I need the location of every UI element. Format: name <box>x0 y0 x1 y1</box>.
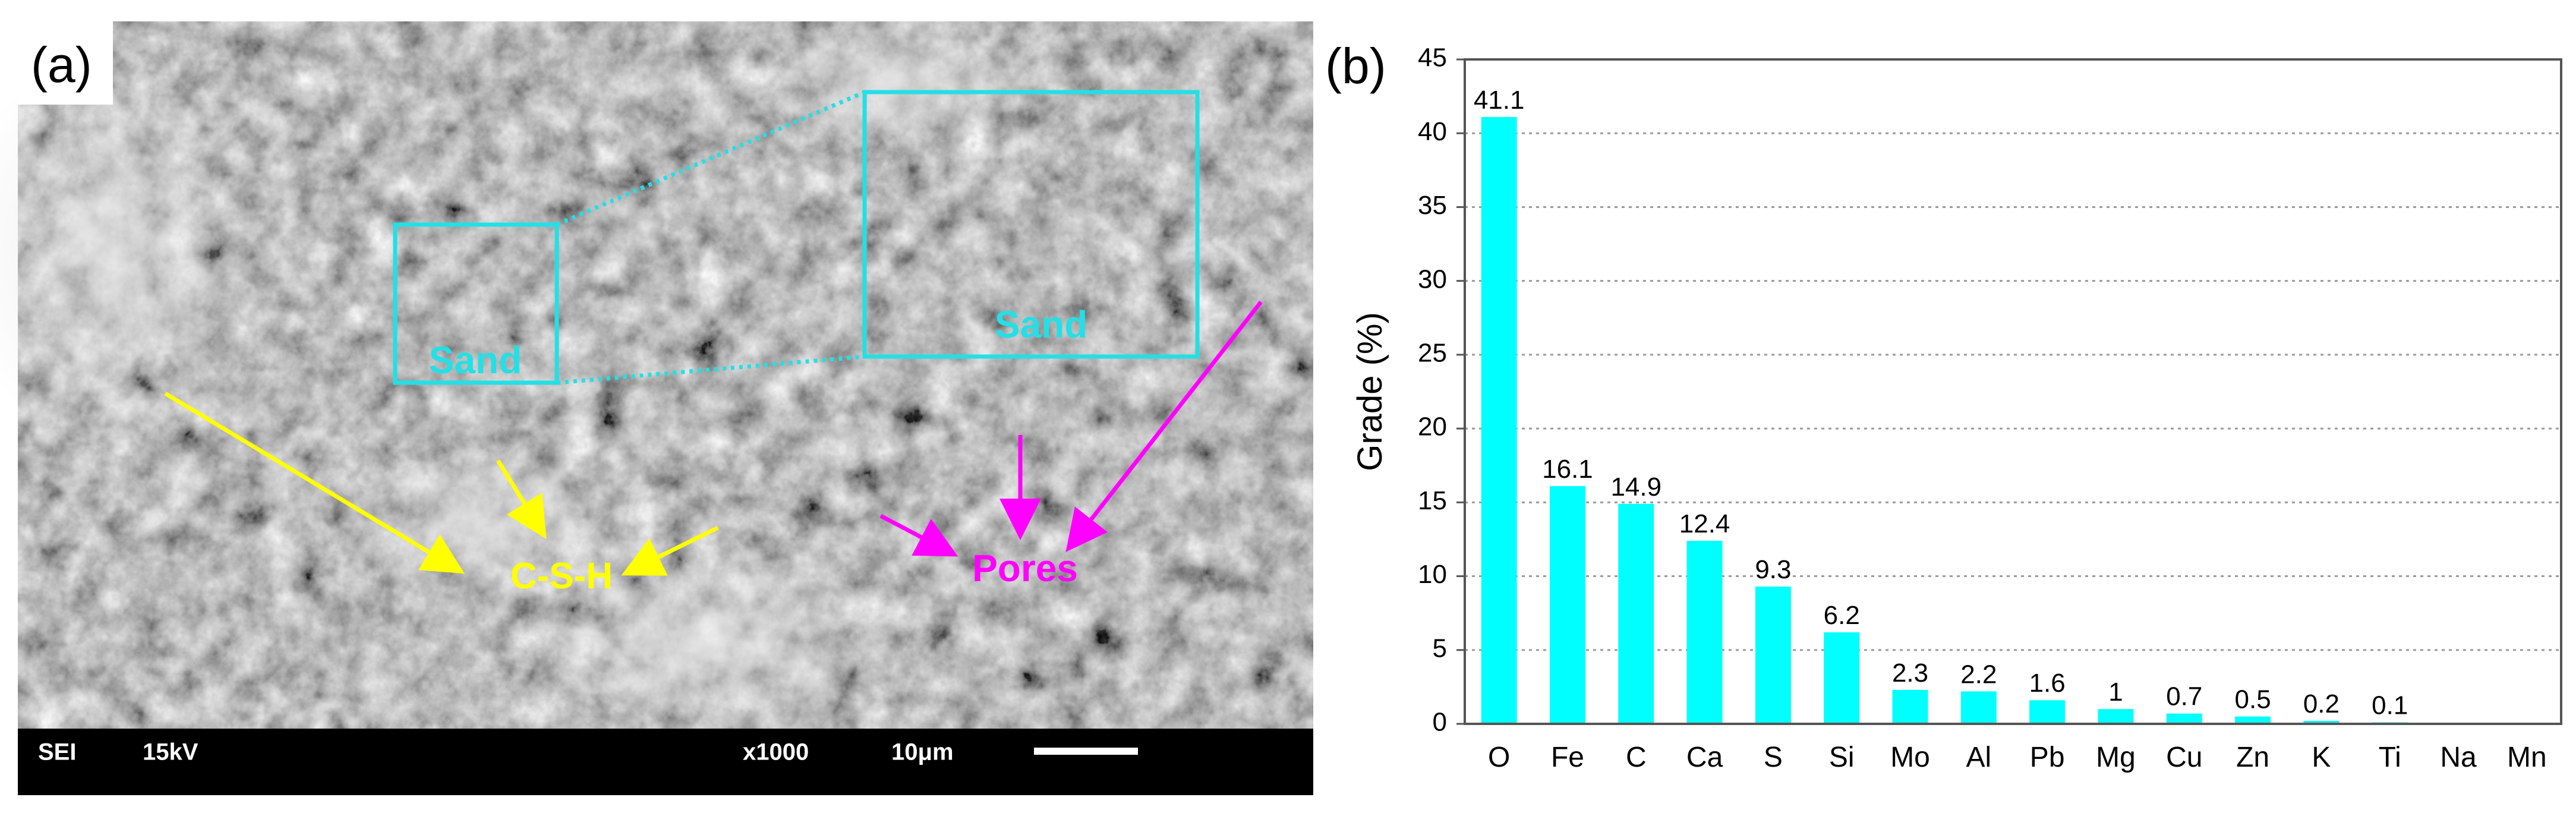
x-tick-label: Mo <box>1890 742 1930 773</box>
x-tick-label: Al <box>1966 742 1992 773</box>
bar-Mo <box>1892 689 1928 724</box>
data-label-Mg: 1 <box>2108 678 2123 707</box>
sem-detector: SEI <box>38 739 76 765</box>
csh-arrow-top <box>496 459 547 539</box>
data-label-C: 14.9 <box>1610 472 1661 502</box>
x-tick-label: Si <box>1829 742 1855 773</box>
x-tick-label: Ti <box>2379 742 2401 773</box>
y-tick-label: 15 <box>1418 486 1447 515</box>
data-label-Zn: 0.5 <box>2235 685 2271 714</box>
y-tick-label: 20 <box>1418 412 1447 442</box>
chart-panel: (b) 41.1 16.1 14.9 12.4 9.3 6.2 2.3 2.2 1.6 1 0.7 0… <box>1325 0 2576 810</box>
zoom-connector-bottom <box>556 354 865 385</box>
data-label-Ca: 12.4 <box>1679 509 1730 538</box>
bar-chart: (b) 41.116.114.912.49.36.22.3 2.2 1.6 1 0.7 0… <box>1325 38 2562 773</box>
panel-b-label: (b) <box>1325 38 1386 94</box>
bar-K <box>2303 721 2339 724</box>
sand-label-large: Sand <box>995 303 1087 346</box>
sem-info-bar <box>18 729 1313 795</box>
x-tick-label: K <box>2312 742 2331 773</box>
sand-box-large <box>862 90 1200 359</box>
grid-layer <box>1465 132 2561 651</box>
bar-Ca <box>1686 540 1723 724</box>
csh-label: C-S-H <box>510 556 613 597</box>
data-label-Ti: 0.1 <box>2372 691 2408 720</box>
x-tick-label: O <box>1488 742 1510 773</box>
y-tick-label: 35 <box>1418 191 1447 220</box>
pores-arrow-left <box>879 513 958 557</box>
bar-Zn <box>2235 716 2271 724</box>
bar-C <box>1618 503 1654 724</box>
data-label-Mo: 2.3 <box>1892 658 1928 688</box>
sem-magnification: x1000 <box>743 739 809 765</box>
data-labels-layer: 41.1 16.1 14.9 12.4 9.3 6.2 2.3 2.2 1.6 1 0.7 0.5 0.… <box>1474 86 2408 720</box>
panel-a-label: (a) <box>31 37 92 93</box>
y-tick-label: 5 <box>1433 634 1447 663</box>
bar-Al <box>1960 691 1997 724</box>
y-tick-label: 40 <box>1418 117 1447 146</box>
x-tick-label: Na <box>2440 742 2477 773</box>
x-tick-label: C <box>1626 742 1647 773</box>
bar-O <box>1481 116 1517 724</box>
csh-arrow-right <box>621 525 719 576</box>
y-tick-label: 45 <box>1418 43 1447 73</box>
x-tick-label: Mg <box>2096 742 2136 773</box>
data-label-S: 9.3 <box>1755 555 1791 584</box>
x-tick-label: Fe <box>1551 742 1584 773</box>
csh-arrow-left <box>164 392 465 574</box>
panel-a-label-box <box>18 21 113 105</box>
y-tick-label: 0 <box>1433 708 1447 737</box>
sem-panel: (a) Sand Sand C-S-H Pores SEI 15kV x1000… <box>0 18 1313 795</box>
sand-box-small <box>393 222 559 385</box>
y-tick-label: 10 <box>1418 560 1447 589</box>
x-tick-label: Ca <box>1686 742 1723 773</box>
bar-S <box>1755 586 1791 724</box>
pores-arrow-right <box>1065 300 1263 553</box>
bar-Mg <box>2098 709 2134 724</box>
data-label-O: 41.1 <box>1474 86 1525 115</box>
bar-Cu <box>2166 713 2202 724</box>
bar-Pb <box>2029 700 2066 724</box>
y-axis-title: Grade (%) <box>1351 312 1389 471</box>
x-tick-label: Mn <box>2507 742 2547 773</box>
x-tick-label: Cu <box>2166 742 2202 773</box>
data-label-Al: 2.2 <box>1960 660 1997 689</box>
pores-label: Pores <box>972 547 1078 590</box>
axes-layer: 0 5 10 15 20 25 30 35 40 45 O Fe C Ca S Si Mo Al Pb Mg Cu Zn K… <box>1418 43 2562 773</box>
sem-scale-bar <box>1034 748 1138 755</box>
sem-voltage: 15kV <box>143 739 198 765</box>
bar-Fe <box>1549 486 1585 724</box>
data-label-Pb: 1.6 <box>2029 669 2066 698</box>
sand-label-small: Sand <box>429 339 522 382</box>
data-label-K: 0.2 <box>2303 689 2339 719</box>
data-label-Si: 6.2 <box>1824 601 1860 630</box>
data-label-Fe: 16.1 <box>1542 455 1593 484</box>
y-tick-label: 25 <box>1418 339 1447 368</box>
bar-Si <box>1824 632 1860 724</box>
x-tick-label: S <box>1764 742 1783 773</box>
plot-frame <box>1464 58 2562 725</box>
sem-image: (a) Sand Sand C-S-H Pores SEI 15kV x1000… <box>0 18 1313 795</box>
y-tick-label: 30 <box>1418 264 1447 294</box>
x-tick-label: Pb <box>2030 742 2065 773</box>
x-tick-label: Zn <box>2236 742 2269 773</box>
data-label-Cu: 0.7 <box>2166 682 2202 711</box>
bars-layer <box>1481 116 2408 724</box>
zoom-connector-top <box>556 90 866 227</box>
sem-scale-text: 10μm <box>891 739 954 765</box>
